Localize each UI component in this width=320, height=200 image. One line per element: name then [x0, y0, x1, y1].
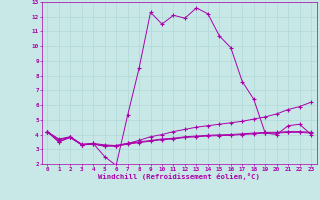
X-axis label: Windchill (Refroidissement éolien,°C): Windchill (Refroidissement éolien,°C)	[98, 173, 260, 180]
